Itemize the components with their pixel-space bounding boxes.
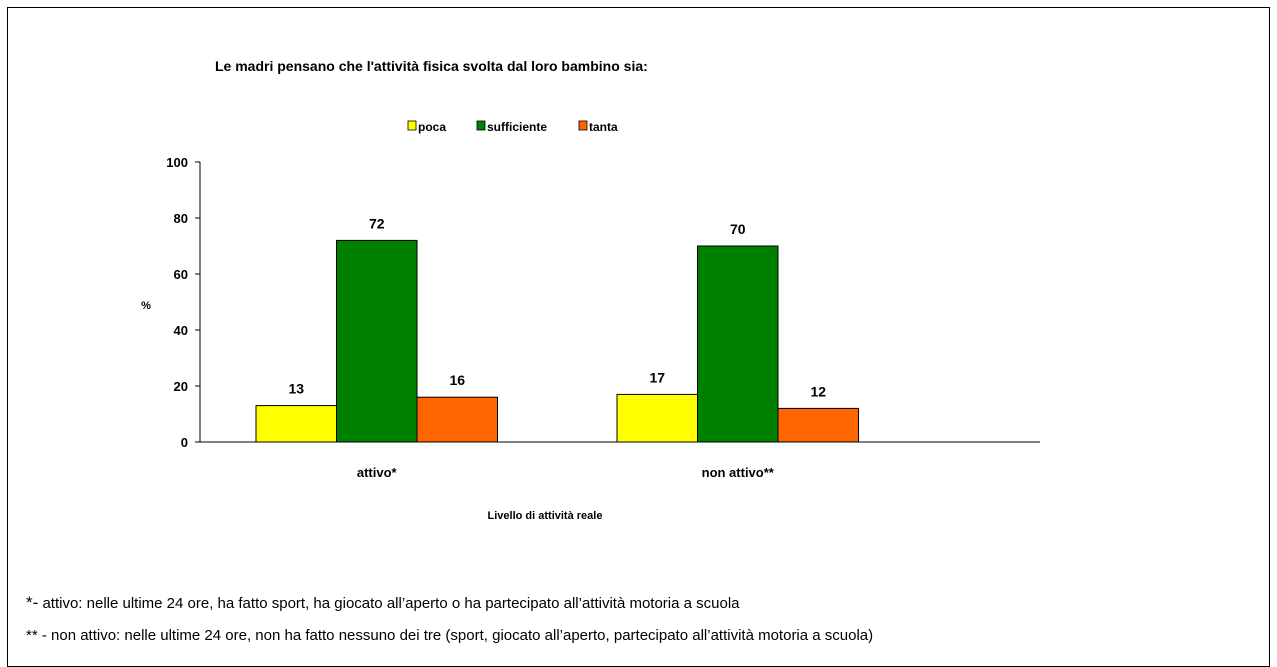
bar-value-label: 13	[288, 381, 304, 397]
legend-label-poca: poca	[418, 120, 446, 134]
bar-poca	[616, 393, 698, 443]
category-label: attivo*	[357, 465, 398, 480]
bar-tanta	[416, 396, 498, 443]
bar-value-label: 70	[730, 221, 746, 237]
footnote-active: *- attivo: nelle ultime 24 ore, ha fatto…	[26, 593, 740, 613]
legend-label-sufficiente: sufficiente	[487, 120, 547, 134]
y-tick-label: 40	[174, 323, 188, 338]
chart-title: Le madri pensano che l'attività fisica s…	[215, 58, 648, 74]
y-axis-label: %	[141, 300, 151, 312]
chart-legend: poca sufficiente tanta	[407, 120, 618, 134]
y-tick-label: 60	[174, 267, 188, 282]
category-label: non attivo**	[702, 465, 775, 480]
y-tick-label: 80	[174, 211, 188, 226]
y-tick-label: 100	[166, 155, 188, 170]
bar-sufficiente	[697, 245, 779, 443]
chart-frame	[7, 7, 1270, 667]
bar-value-label: 17	[649, 369, 665, 385]
bar-sufficiente	[336, 239, 418, 443]
legend-swatch-poca	[407, 120, 417, 131]
legend-swatch-sufficiente	[476, 120, 486, 131]
chart-bars: 13 72 16 attivo* 17 70 12 non attivo**	[255, 215, 859, 480]
x-axis-label: Livello di attività reale	[488, 510, 603, 522]
y-tick-label: 20	[174, 379, 188, 394]
bar-poca	[255, 405, 337, 443]
footnote-active-marker: *-	[26, 593, 39, 612]
bar-value-label: 16	[449, 372, 465, 388]
legend-swatch-tanta	[578, 120, 588, 131]
bar-value-label: 12	[810, 383, 826, 399]
bar-value-label: 72	[369, 215, 385, 231]
y-tick-label: 0	[181, 435, 188, 450]
footnote-active-text: attivo: nelle ultime 24 ore, ha fatto sp…	[38, 595, 740, 612]
footnote-inactive: ** - non attivo: nelle ultime 24 ore, no…	[26, 627, 874, 644]
legend-label-tanta: tanta	[589, 120, 618, 134]
bar-tanta	[777, 407, 859, 443]
